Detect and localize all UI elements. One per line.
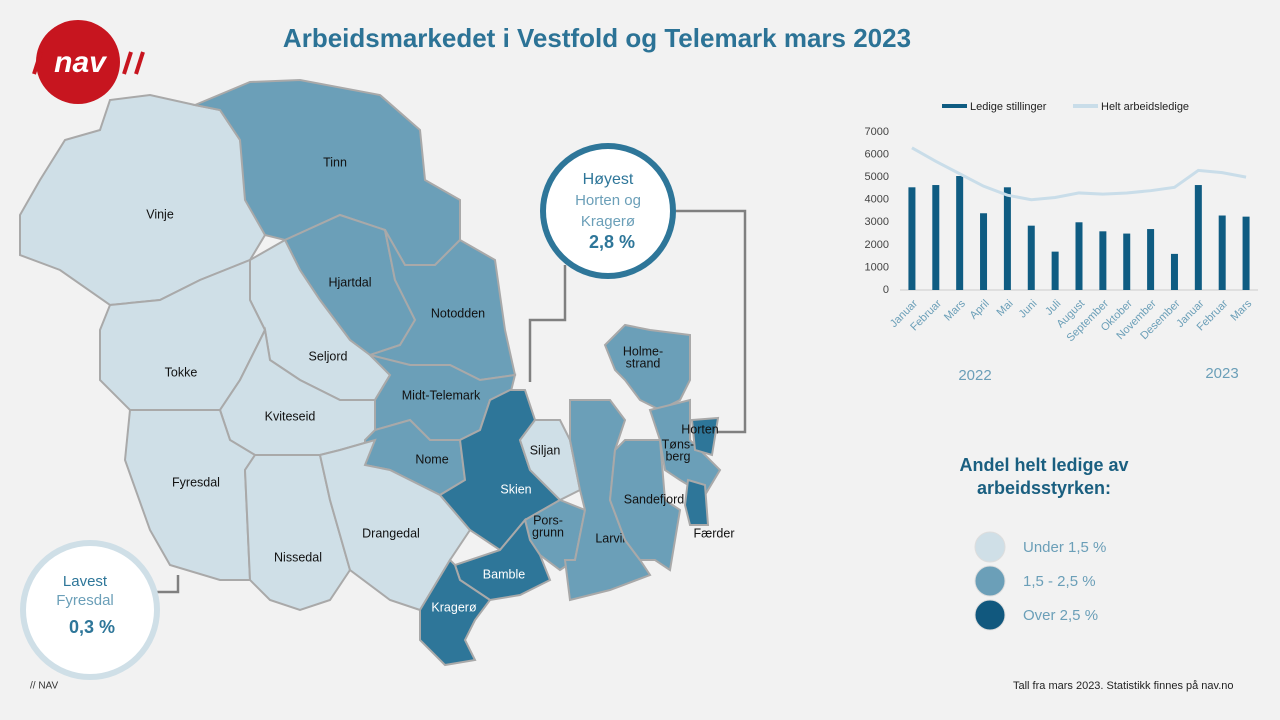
region-label: Nissedal (274, 550, 322, 564)
legend-label: Ledige stillinger (970, 101, 1047, 113)
connector (676, 209, 747, 434)
source: Tall fra mars 2023. Statistikk finnes på… (1013, 680, 1234, 692)
bar (1170, 253, 1178, 290)
bar (908, 187, 916, 290)
logo-slash (32, 51, 43, 75)
y-tick-label: 6000 (865, 148, 889, 160)
bar (1218, 215, 1226, 290)
region-label: Seljord (309, 349, 348, 363)
x-tick-label: Juni (1017, 298, 1040, 321)
region-label: Notodden (431, 306, 485, 320)
region-label: Vinje (146, 207, 174, 221)
bar (956, 176, 964, 290)
callout-value: 2,8 % (589, 232, 635, 252)
bar (1051, 251, 1059, 290)
region (419, 558, 492, 667)
legend-label: 1,5 - 2,5 % (1023, 573, 1096, 590)
x-tick-label: Mars (1228, 297, 1254, 323)
callout-text: Lavest (63, 573, 108, 590)
logo-slash (122, 51, 133, 75)
bar (932, 185, 940, 290)
y-tick-label: 5000 (865, 171, 889, 183)
region-label: Sandefjord (624, 492, 685, 506)
region-label: Kviteseid (265, 409, 316, 423)
region-label: Bamble (483, 567, 525, 581)
region-label: Horten (681, 422, 719, 436)
year-label: 2023 (1205, 365, 1238, 382)
legend-swatch (974, 599, 1006, 631)
legend-title: arbeidsstyrken: (977, 478, 1111, 498)
region-label: Kragerø (431, 600, 477, 614)
region-label: Hjartdal (328, 275, 371, 289)
y-tick-label: 1000 (865, 261, 889, 273)
map: Vinje Tinn Hjartdal Notodden Seljord Tokke Kvi… (19, 78, 735, 667)
region (603, 323, 691, 412)
region-label: Holme- (623, 344, 663, 358)
bar (1194, 185, 1202, 290)
logo-circle (36, 20, 120, 104)
legend-title: Andel helt ledige av (959, 455, 1128, 475)
region (563, 399, 652, 602)
region-label: Tokke (165, 365, 198, 379)
line (911, 146, 1247, 202)
region-label: berg (665, 449, 690, 463)
region-label: Pors- (533, 513, 563, 527)
legend-label: Helt arbeidsledige (1101, 101, 1189, 113)
region (608, 439, 682, 572)
region (683, 478, 710, 526)
logo: nav (54, 46, 108, 79)
y-tick-label: 0 (883, 284, 889, 296)
legend-swatch (974, 531, 1006, 563)
year-label: 2022 (958, 367, 991, 384)
region-label: Skien (500, 482, 531, 496)
y-tick-label: 4000 (865, 194, 889, 206)
callout-text: Kragerø (581, 213, 635, 230)
legend-label: Under 1,5 % (1023, 539, 1106, 556)
x-tick-label: Mars (942, 297, 968, 323)
connector (155, 575, 180, 594)
bar (1075, 222, 1083, 290)
bar (1027, 225, 1035, 290)
bar (1147, 229, 1155, 290)
title: Arbeidsmarkedet i Vestfold og Telemark m… (283, 23, 911, 53)
bar (980, 213, 988, 290)
region-label: Siljan (530, 443, 561, 457)
x-tick-label: April (968, 298, 992, 322)
y-tick-label: 2000 (865, 239, 889, 251)
logo-slash (134, 51, 145, 75)
bar (1242, 216, 1250, 290)
legend-swatch (974, 565, 1006, 597)
connector (528, 265, 567, 382)
region-label: Tøns- (662, 437, 695, 451)
region-label: Tinn (323, 155, 347, 169)
y-tick-label: 3000 (865, 216, 889, 228)
region-label: Larvik (595, 531, 629, 545)
y-tick-label: 7000 (865, 126, 889, 138)
callout-value: 0,3 % (69, 617, 115, 637)
region-label: Midt-Telemark (402, 388, 481, 402)
region (518, 419, 582, 502)
region-label: strand (626, 356, 661, 370)
callout-text: Horten og (575, 192, 641, 209)
callout-high (540, 143, 676, 279)
region-label: Fyresdal (172, 475, 220, 489)
bar (1123, 233, 1131, 290)
region (690, 416, 720, 457)
region-label: Drangedal (362, 526, 420, 540)
brand: // NAV (30, 681, 58, 692)
callout-text: Høyest (583, 171, 634, 188)
x-tick-label: Mai (995, 298, 1016, 319)
region-label: Nome (415, 452, 448, 466)
callout-text: Fyresdal (56, 592, 114, 609)
bar (1099, 231, 1107, 290)
region-label: Færder (694, 526, 735, 540)
bar (1003, 187, 1011, 290)
legend-label: Over 2,5 % (1023, 607, 1098, 624)
callout-low (20, 540, 160, 680)
region-label: grunn (532, 525, 564, 539)
